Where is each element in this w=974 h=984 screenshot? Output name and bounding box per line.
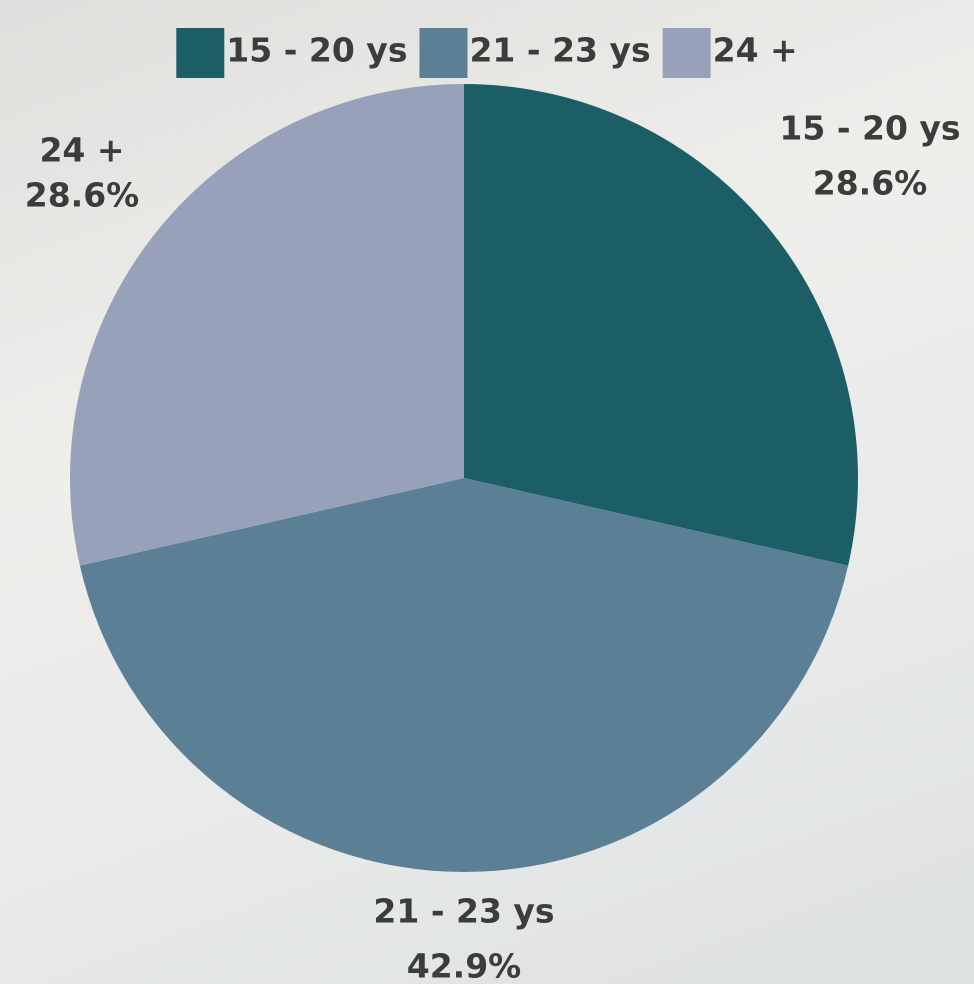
slice-value-label: 28.6% [813, 164, 928, 203]
slice-category-label: 24 + [39, 131, 124, 170]
page: {"chart_data": {"type": "pie", "categori… [0, 0, 974, 984]
legend-swatch [419, 28, 467, 78]
legend-label: 15 - 20 ys [226, 31, 407, 70]
legend-swatch [663, 28, 711, 78]
slice-value-label: 28.6% [25, 176, 140, 215]
legend-swatch [176, 28, 224, 78]
slice-category-label: 21 - 23 ys [373, 892, 554, 931]
chart: 15 - 20 ys28.6%21 - 23 ys42.9%24 +28.6% … [0, 0, 974, 984]
legend-label: 24 + [713, 31, 798, 70]
legend-label: 21 - 23 ys [469, 31, 650, 70]
slice-category-label: 15 - 20 ys [779, 109, 960, 148]
slice-value-label: 42.9% [407, 947, 522, 984]
pie [70, 84, 858, 872]
